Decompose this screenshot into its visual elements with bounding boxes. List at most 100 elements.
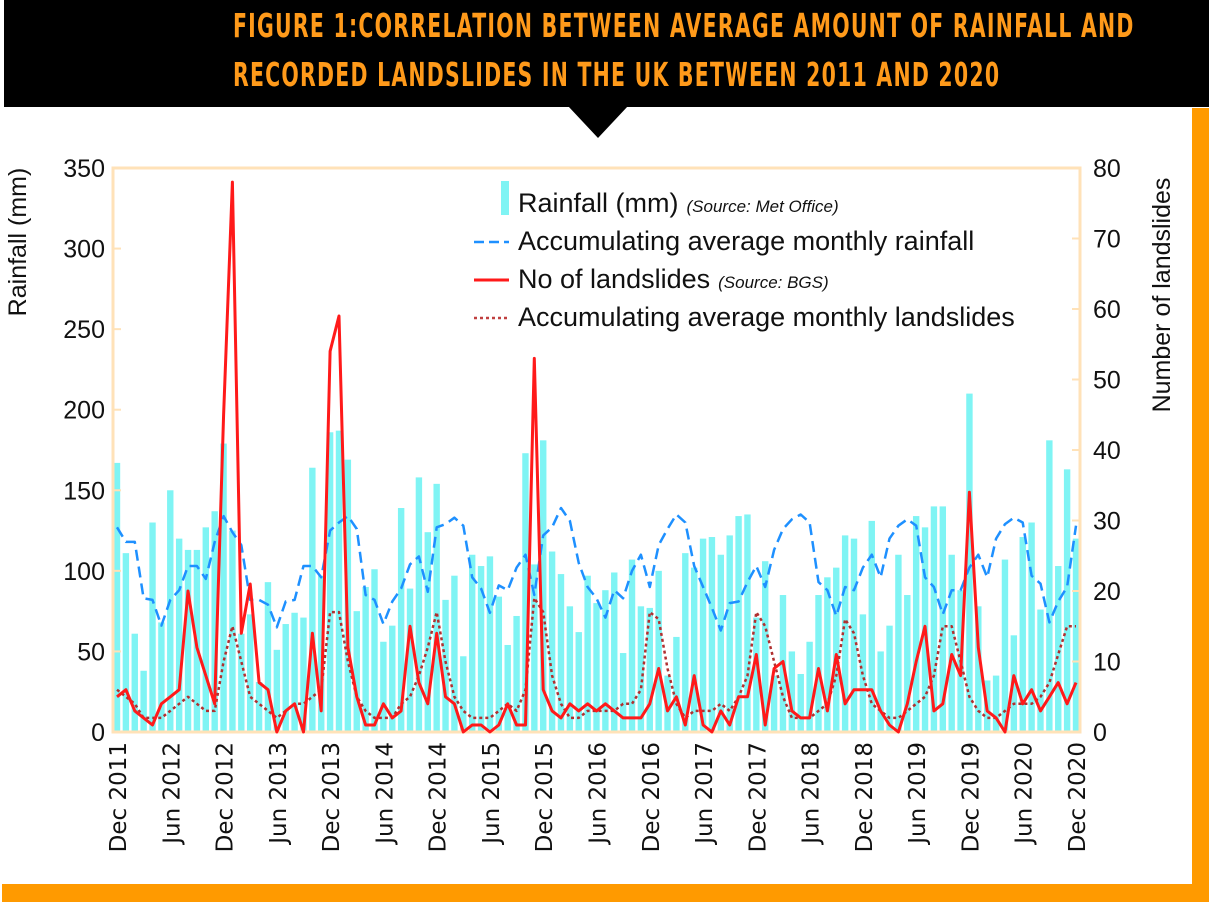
x-tick-label: Jun 2013 xyxy=(266,742,292,846)
rainfall-bars xyxy=(113,393,1080,732)
y-left-tick-label: 250 xyxy=(63,316,105,344)
rainfall-bar xyxy=(415,477,423,732)
x-tick-label: Dec 2011 xyxy=(106,742,132,852)
rainfall-bar xyxy=(522,453,529,732)
y-right-tick-label: 80 xyxy=(1093,155,1121,183)
rainfall-bar xyxy=(975,606,982,732)
rainfall-bar xyxy=(335,430,343,732)
rainfall-bar xyxy=(939,506,947,732)
y-axis-right-title: Number of landslides xyxy=(1148,178,1176,413)
title-line-2: RECORDED LANDSLIDES IN THE UK BETWEEN 20… xyxy=(232,55,1001,94)
rainfall-bar xyxy=(912,516,920,732)
rainfall-bar xyxy=(895,554,902,732)
rainfall-bar xyxy=(113,462,121,732)
rainfall-bar xyxy=(389,625,396,732)
y-left-tick-label: 300 xyxy=(63,236,105,264)
y-axis-left: 0 50 100 150 200 250 300 350 xyxy=(63,155,105,747)
rainfall-bar xyxy=(1001,559,1009,732)
rainfall-bar xyxy=(566,606,574,732)
rainfall-bar xyxy=(184,549,192,732)
rainfall-bar xyxy=(575,632,582,732)
rainfall-bar xyxy=(726,535,733,732)
x-tick-label: Jun 2016 xyxy=(586,742,612,846)
rainfall-bar xyxy=(699,538,707,732)
rainfall-bar xyxy=(531,564,538,732)
rainfall-bar xyxy=(628,559,636,732)
rainfall-bar xyxy=(291,612,298,732)
rainfall-bar xyxy=(406,588,414,732)
legend: Rainfall (mm) (Source: Met Office) Accumu… xyxy=(474,181,1015,332)
title-pointer-triangle xyxy=(568,106,628,138)
x-tick-label: Dec 2019 xyxy=(958,742,984,852)
rainfall-bar xyxy=(255,682,263,732)
x-tick-label: Dec 2013 xyxy=(319,742,345,852)
rainfall-bar xyxy=(460,656,467,732)
rainfall-bar xyxy=(877,651,884,732)
y-left-tick-label: 100 xyxy=(63,558,105,586)
rainfall-bar xyxy=(930,506,938,732)
rainfall-bar xyxy=(646,607,653,732)
rainfall-bar xyxy=(868,520,875,732)
right-accent-bar xyxy=(1192,108,1209,902)
rainfall-bar xyxy=(202,527,209,732)
legend-label-avg-landslides: Accumulating average monthly landslides xyxy=(518,302,1015,332)
y-right-tick-label: 40 xyxy=(1093,437,1121,465)
rainfall-bar xyxy=(131,633,138,732)
y-left-tick-label: 150 xyxy=(63,477,105,505)
x-tick-label: Jun 2014 xyxy=(372,742,398,846)
rainfall-bar xyxy=(850,538,858,732)
rainfall-bar xyxy=(735,516,742,732)
rainfall-bar xyxy=(815,595,822,732)
rainfall-bar xyxy=(841,535,849,732)
x-tick-label: Dec 2016 xyxy=(639,742,665,852)
rainfall-bar xyxy=(1063,469,1071,732)
y-axis-left-title: Rainfall (mm) xyxy=(4,168,32,317)
rainfall-bar xyxy=(602,590,609,732)
rainfall-bar xyxy=(753,617,760,732)
rainfall-bar xyxy=(966,393,973,732)
rainfall-bar xyxy=(433,483,440,732)
rainfall-bar xyxy=(477,566,485,732)
rainfall-bar xyxy=(540,440,547,732)
rainfall-bar xyxy=(762,561,769,732)
rainfall-bar xyxy=(140,670,147,732)
rainfall-bar xyxy=(149,522,156,732)
rainfall-bar xyxy=(273,649,281,732)
rainfall-bar xyxy=(211,511,218,732)
x-tick-label: Jun 2018 xyxy=(799,742,825,846)
legend-label-avg-rainfall: Accumulating average monthly rainfall xyxy=(518,226,974,256)
rainfall-bar xyxy=(397,508,405,732)
rainfall-bar xyxy=(1072,538,1080,732)
y-left-tick-label: 50 xyxy=(77,638,105,666)
y-right-tick-label: 30 xyxy=(1093,508,1121,536)
rainfall-bar xyxy=(309,467,316,732)
bottom-accent-bar xyxy=(2,884,1209,902)
line-series xyxy=(115,180,1078,734)
rainfall-bar xyxy=(1019,537,1026,732)
x-tick-label: Dec 2012 xyxy=(213,742,239,852)
landslides-line xyxy=(116,180,1078,734)
rainfall-bar xyxy=(220,443,227,732)
y-right-tick-label: 20 xyxy=(1093,578,1121,606)
x-tick-label: Dec 2015 xyxy=(532,742,558,852)
rainfall-bar xyxy=(238,633,245,732)
rainfall-bar xyxy=(788,651,796,732)
rainfall-bar xyxy=(486,556,494,732)
rainfall-bar xyxy=(468,554,476,732)
rainfall-bar xyxy=(690,567,698,732)
rainfall-bar xyxy=(824,577,831,732)
rainfall-bar xyxy=(424,532,431,732)
x-tick-label: Dec 2017 xyxy=(745,742,771,852)
rainfall-bar xyxy=(806,641,813,732)
y-right-tick-label: 50 xyxy=(1093,367,1121,395)
rainfall-bar xyxy=(1046,440,1053,732)
rainfall-bar xyxy=(122,553,130,732)
rainfall-bar xyxy=(362,586,369,732)
rainfall-bar xyxy=(167,490,174,732)
y-right-tick-label: 0 xyxy=(1093,719,1107,747)
rainfall-bar xyxy=(264,582,272,732)
rainfall-bar xyxy=(158,622,165,732)
title-banner: FIGURE 1:CORRELATION BETWEEN AVERAGE AMO… xyxy=(4,0,1209,107)
rainfall-bar xyxy=(992,675,1000,732)
